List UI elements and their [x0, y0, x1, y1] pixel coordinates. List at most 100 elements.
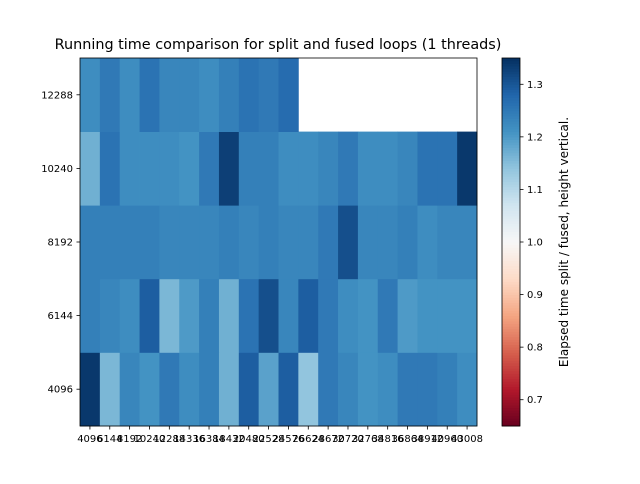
heatmap-cell-12288-6144	[99, 58, 121, 132]
heatmap-cell-4096-6144	[99, 352, 121, 427]
heatmap-cell-12288-12288	[159, 58, 180, 132]
colorbar-slice	[502, 263, 520, 267]
colorbar-slice	[502, 373, 520, 377]
colorbar-slice	[502, 128, 520, 133]
heatmap-cell-10240-43008	[457, 131, 478, 206]
colorbar-slice	[502, 249, 520, 254]
heatmap-cell-8192-40960	[437, 205, 458, 280]
colorbar-slice	[502, 210, 520, 214]
colorbar-slice	[502, 92, 520, 96]
heatmap-cell-10240-6144	[99, 131, 121, 206]
heatmap-cell-6144-16384	[199, 278, 220, 353]
heatmap-cell-12288-24576	[278, 58, 299, 132]
heatmap-cell-4096-14336	[179, 352, 200, 427]
colorbar-slice	[502, 370, 520, 374]
colorbar-label: Elapsed time split / fused, height verti…	[557, 117, 571, 367]
colorbar-slice	[502, 160, 520, 164]
x-tick-label: 30720	[332, 434, 364, 445]
x-tick-label: 24576	[273, 434, 305, 445]
heatmap-cell-12288-20480	[238, 58, 260, 132]
heatmap-cell-8192-14336	[179, 205, 200, 280]
colorbar-slice	[502, 236, 520, 240]
colorbar-tick-label: 1.0	[527, 238, 543, 249]
colorbar-slice	[502, 318, 520, 322]
colorbar-slice	[502, 84, 520, 88]
colorbar: 0.7 0.8 0.9 1.0 1.1 1.2 1.3	[501, 57, 543, 427]
heatmap-cell-8192-34816	[377, 205, 398, 280]
colorbar-slice	[502, 326, 520, 330]
colorbar-slice	[502, 260, 520, 264]
colorbar-slice	[502, 231, 520, 235]
heatmap-cell-8192-12288	[159, 205, 180, 280]
heatmap-cell-6144-18432	[218, 278, 240, 353]
heatmap-cell-6144-26624	[298, 278, 319, 353]
x-tick-label: 28672	[312, 434, 344, 445]
colorbar-slice	[502, 79, 520, 83]
colorbar-slice	[502, 412, 520, 416]
heatmap-cell-4096-34816	[377, 352, 398, 427]
heatmap-cell-10240-10240	[139, 131, 160, 206]
heatmap-cell-6144-10240	[139, 278, 160, 353]
colorbar-slice	[502, 58, 520, 62]
colorbar-slice	[502, 255, 520, 259]
colorbar-slice	[502, 247, 520, 251]
colorbar-slice	[502, 257, 520, 261]
heatmap-cell-8192-22528	[258, 205, 279, 280]
colorbar-slice	[502, 186, 520, 190]
heatmap-cell-10240-20480	[238, 131, 260, 206]
colorbar-slice	[502, 220, 520, 225]
heatmap-cell-4096-38912	[417, 352, 438, 427]
x-tick-label: 26624	[292, 434, 324, 445]
colorbar-slice	[502, 176, 520, 180]
heatmap-cell-6144-12288	[159, 278, 180, 353]
colorbar-slice	[502, 423, 520, 427]
colorbar-slice	[502, 399, 520, 403]
heatmap-cell-4096-8192	[119, 352, 140, 427]
colorbar-slice	[502, 302, 520, 306]
colorbar-slice	[502, 194, 520, 198]
heatmap-cell-10240-12288	[159, 131, 180, 206]
colorbar-slice	[502, 147, 520, 151]
colorbar-tick-label: 1.1	[527, 185, 543, 196]
heatmap-cell-8192-43008	[457, 205, 478, 280]
heatmap-cells	[80, 58, 478, 427]
colorbar-slice	[502, 294, 520, 298]
colorbar-slice	[502, 81, 520, 85]
heatmap-cell-4096-36864	[397, 352, 418, 427]
x-tick-label: 20480	[233, 434, 265, 445]
colorbar-slice	[502, 315, 520, 319]
heatmap-cell-8192-24576	[278, 205, 299, 280]
heatmap-cell-6144-6144	[99, 278, 121, 353]
x-axis: 4096614481921024012288143361638418432204…	[77, 426, 483, 445]
colorbar-slice	[502, 273, 520, 277]
heatmap-cell-6144-24576	[278, 278, 299, 353]
colorbar-slice	[502, 123, 520, 127]
colorbar-slice	[502, 352, 520, 356]
colorbar-slice	[502, 328, 520, 332]
colorbar-slice	[502, 234, 520, 238]
colorbar-slice	[502, 207, 520, 211]
colorbar-slice	[502, 386, 520, 390]
colorbar-slice	[502, 134, 520, 138]
colorbar-slice	[502, 349, 520, 353]
colorbar-slice	[502, 97, 520, 101]
heatmap-cell-8192-4096	[80, 205, 101, 280]
heatmap-cell-10240-26624	[298, 131, 319, 206]
colorbar-slice	[502, 420, 520, 424]
colorbar-slice	[502, 378, 520, 382]
heatmap-cell-4096-32768	[357, 352, 379, 427]
colorbar-slice	[502, 297, 520, 301]
colorbar-slice	[502, 223, 520, 227]
heatmap-cell-8192-6144	[99, 205, 121, 280]
heatmap-cell-6144-32768	[357, 278, 379, 353]
colorbar-slice	[502, 184, 520, 188]
colorbar-slice	[502, 226, 520, 230]
y-tick-label: 4096	[48, 385, 73, 396]
colorbar-slice	[502, 228, 520, 232]
heatmap-cell-4096-24576	[278, 352, 299, 427]
heatmap-cell-10240-24576	[278, 131, 299, 206]
heatmap-cell-6144-30720	[338, 278, 359, 353]
heatmap-cell-10240-36864	[397, 131, 418, 206]
